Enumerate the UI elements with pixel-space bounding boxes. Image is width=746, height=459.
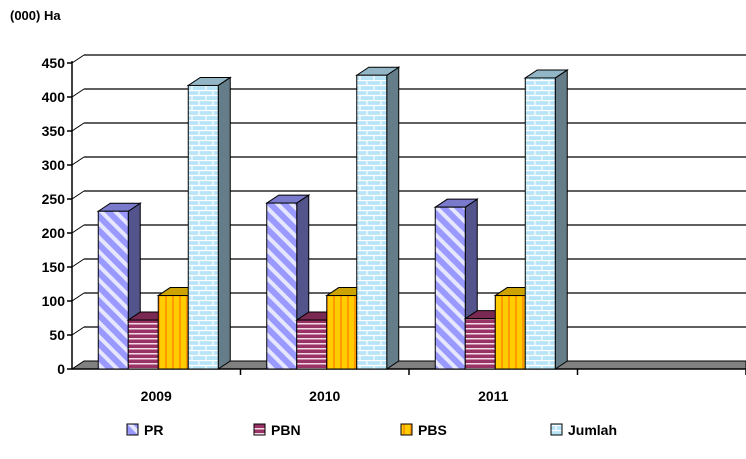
legend-swatch: [126, 423, 139, 436]
y-tick-label: 0: [57, 361, 65, 377]
legend-item-pbn: PBN: [253, 422, 301, 438]
legend-label: PBN: [271, 422, 301, 438]
legend-swatch: [253, 423, 266, 436]
gridline-diagonal: [71, 258, 85, 268]
y-tick-label: 150: [42, 259, 66, 275]
y-tick-label: 300: [42, 157, 66, 173]
bar-jumlah-2009: [186, 76, 232, 370]
legend-item-jumlah: Jumlah: [550, 422, 617, 438]
y-tick-label: 50: [49, 327, 65, 343]
gridline-diagonal: [71, 190, 85, 200]
legend-item-pbs: PBS: [400, 422, 447, 438]
x-tick-label: 2011: [478, 388, 509, 404]
x-tick-label: 2009: [141, 388, 172, 404]
gridline-diagonal: [71, 88, 85, 98]
gridline-diagonal: [71, 122, 85, 132]
bar-jumlah-2011: [523, 69, 569, 370]
bar-jumlah-2010: [355, 66, 401, 370]
y-tick-label: 350: [42, 123, 66, 139]
y-tick-label: 400: [42, 89, 66, 105]
gridline-diagonal: [71, 224, 85, 234]
y-tick-label: 450: [42, 55, 66, 71]
y-axis-unit-label: (000) Ha: [10, 8, 61, 23]
legend-swatch: [400, 423, 413, 436]
legend-label: PBS: [418, 422, 447, 438]
legend-label: Jumlah: [568, 422, 617, 438]
gridline-diagonal: [71, 156, 85, 166]
legend-swatch: [550, 423, 563, 436]
y-tick-label: 250: [42, 191, 66, 207]
gridline-diagonal: [71, 292, 85, 302]
gridline-diagonal: [71, 54, 85, 64]
gridline-diagonal: [71, 326, 85, 336]
y-tick-label: 100: [42, 293, 66, 309]
y-tick-label: 200: [42, 225, 66, 241]
legend-label: PR: [144, 422, 163, 438]
legend-item-pr: PR: [126, 422, 163, 438]
x-tick-label: 2010: [309, 388, 340, 404]
